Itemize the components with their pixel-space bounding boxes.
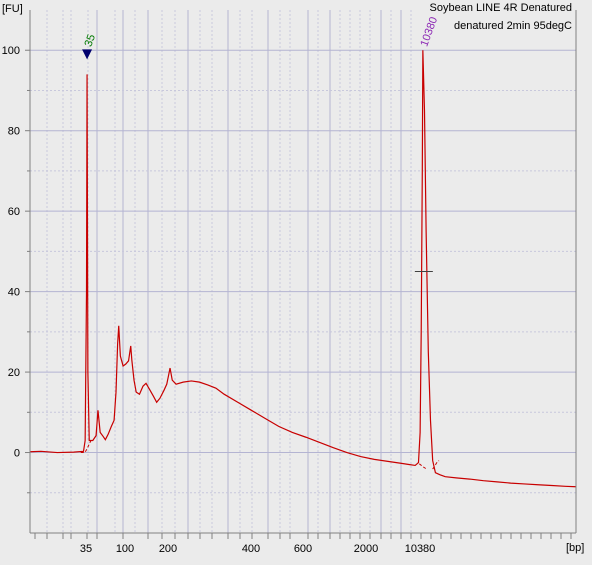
baseline-segment: [418, 463, 428, 470]
x-tick-label: 35: [80, 543, 92, 555]
x-tick-label: 100: [116, 543, 134, 555]
x-tick-label: 400: [242, 543, 260, 555]
x-axis-label: [bp]: [566, 542, 584, 554]
x-tick-label: 600: [294, 543, 312, 555]
baseline-segment: [80, 439, 92, 454]
x-tick-label: 2000: [354, 543, 378, 555]
grid-lines: [30, 10, 576, 533]
y-tick-label: 40: [8, 287, 20, 299]
x-tick-labels: 35 100 200 400 600 2000 10380: [80, 543, 435, 555]
lower-marker-triangle: [82, 49, 93, 60]
axes: [25, 10, 577, 539]
peak-label-35: 35: [83, 33, 98, 49]
y-tick-label: 100: [2, 45, 20, 57]
y-tick-label: 60: [8, 206, 20, 218]
plot-background: [30, 10, 576, 533]
x-tick-label: 10380: [405, 543, 436, 555]
chart-title-line-1: Soybean LINE 4R Denatured: [430, 2, 572, 14]
electropherogram-trace: [29, 50, 577, 488]
chart-title-line-2: denatured 2min 95degC: [454, 20, 572, 32]
y-tick-label: 80: [8, 126, 20, 138]
y-tick-label: 20: [8, 367, 20, 379]
x-tick-label: 200: [159, 543, 177, 555]
y-tick-label: 0: [14, 448, 20, 460]
y-axis-label: [FU]: [2, 3, 23, 15]
y-tick-labels: 0 20 40 60 80 100: [2, 45, 20, 459]
